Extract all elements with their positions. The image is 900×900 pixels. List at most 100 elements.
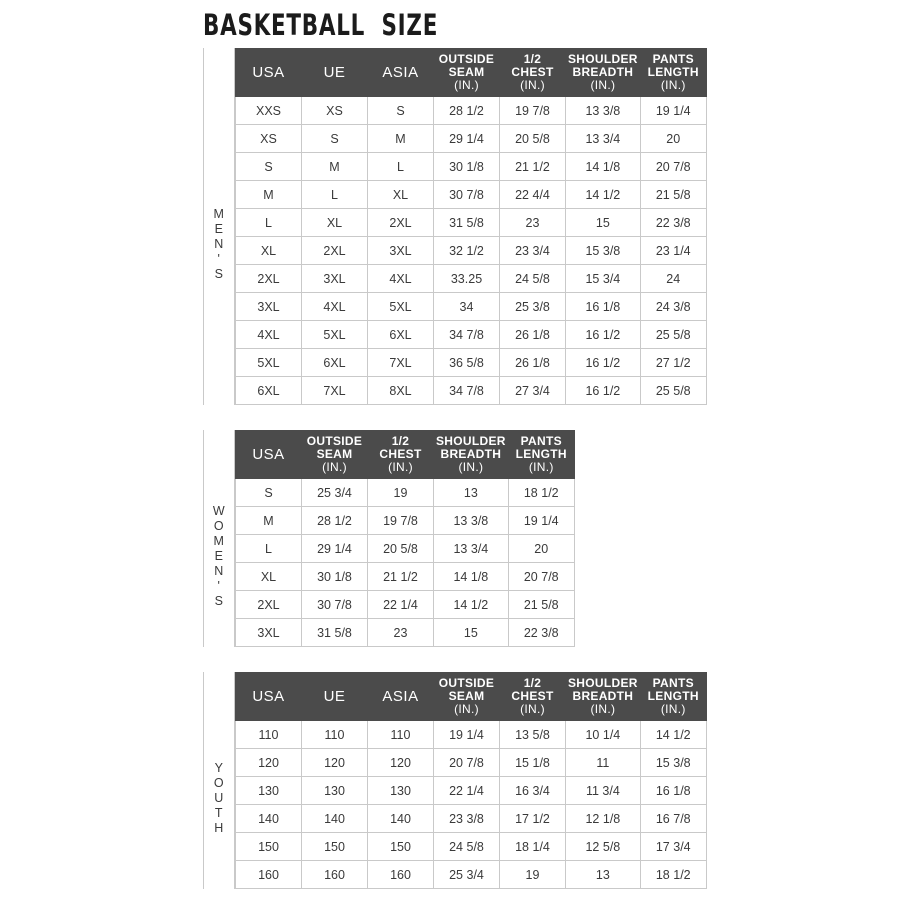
mens-measure-cell: 23 xyxy=(499,208,566,237)
mens-measure-cell: 5XL xyxy=(301,320,368,349)
mens-measure-cell: 34 7/8 xyxy=(433,376,500,405)
mens-measure-cell: 6XL xyxy=(367,320,434,349)
mens-measure-cell: 16 1/2 xyxy=(565,320,641,349)
mens-measure-cell: XL xyxy=(301,208,368,237)
youth-measure-cell: 160 xyxy=(367,860,434,889)
mens-label-letters: M E N ' S xyxy=(214,207,225,282)
womens-col-header-unit: (IN.) xyxy=(528,460,554,474)
mens-col-header: UE xyxy=(301,48,368,97)
mens-table-body: XXS XS S 28 1/2 19 7/8 13 3/8 19 1/4 XS S M 29 1/4… xyxy=(235,96,707,405)
womens-measure-cell: 20 xyxy=(507,534,575,563)
table-row: 160 160 160 25 3/4 19 13 18 1/2 xyxy=(235,860,707,889)
table-row: XL 30 1/8 21 1/2 14 1/8 20 7/8 xyxy=(235,562,575,591)
womens-size-cell: 2XL xyxy=(235,590,302,619)
womens-col-header-unit: (IN.) xyxy=(458,460,484,474)
mens-col-header: SHOULDER BREADTH (IN.) xyxy=(565,48,641,97)
table-row: L XL 2XL 31 5/8 23 15 22 3/8 xyxy=(235,208,707,237)
youth-measure-cell: 25 3/4 xyxy=(433,860,500,889)
youth-measure-cell: 11 3/4 xyxy=(565,776,641,805)
mens-col-header: OUTSIDE SEAM (IN.) xyxy=(433,48,500,97)
youth-col-header: SHOULDER BREADTH (IN.) xyxy=(565,672,641,721)
youth-measure-cell: 140 xyxy=(301,804,368,833)
youth-col-header: OUTSIDE SEAM (IN.) xyxy=(433,672,500,721)
mens-size-cell: XS xyxy=(235,124,302,153)
womens-col-header: PANTS LENGTH (IN.) xyxy=(507,430,575,479)
womens-size-table-block: W O M E N ' S USA OUTSIDE SEAM (IN.) 1/2 CHEST (IN… xyxy=(203,430,575,647)
womens-measure-cell: 23 xyxy=(367,618,434,647)
mens-section-label: M E N ' S xyxy=(203,48,235,405)
mens-measure-cell: L xyxy=(367,152,434,181)
mens-measure-cell: 23 3/4 xyxy=(499,236,566,265)
womens-label-letters: W O M E N ' S xyxy=(213,504,225,609)
mens-measure-cell: XL xyxy=(367,180,434,209)
youth-measure-cell: 160 xyxy=(301,860,368,889)
mens-measure-cell: 7XL xyxy=(367,348,434,377)
youth-measure-cell: 17 1/2 xyxy=(499,804,566,833)
mens-measure-cell: 22 3/8 xyxy=(639,208,707,237)
youth-measure-cell: 14 1/2 xyxy=(639,720,707,749)
womens-measure-cell: 13 3/8 xyxy=(433,506,509,535)
mens-col-header-label: PANTS LENGTH xyxy=(647,52,699,79)
mens-measure-cell: M xyxy=(367,124,434,153)
womens-label-char: N xyxy=(214,564,224,578)
womens-measure-cell: 21 1/2 xyxy=(367,562,434,591)
womens-col-header-unit: (IN.) xyxy=(322,460,347,474)
table-row: 2XL 30 7/8 22 1/4 14 1/2 21 5/8 xyxy=(235,590,575,619)
mens-measure-cell: 4XL xyxy=(367,264,434,293)
mens-size-cell: XXS xyxy=(235,96,302,125)
mens-col-header-label: UE xyxy=(323,64,346,81)
table-row: S M L 30 1/8 21 1/2 14 1/8 20 7/8 xyxy=(235,152,707,181)
mens-label-char: ' xyxy=(217,252,221,266)
mens-measure-cell: 2XL xyxy=(301,236,368,265)
youth-measure-cell: 140 xyxy=(367,804,434,833)
youth-measure-cell: 22 1/4 xyxy=(433,776,500,805)
youth-measure-cell: 23 3/8 xyxy=(433,804,500,833)
womens-measure-cell: 21 5/8 xyxy=(507,590,575,619)
mens-measure-cell: 25 3/8 xyxy=(499,292,566,321)
womens-section-label: W O M E N ' S xyxy=(203,430,235,647)
womens-measure-cell: 22 3/8 xyxy=(507,618,575,647)
mens-measure-cell: 34 xyxy=(433,292,500,321)
womens-measure-cell: 30 7/8 xyxy=(301,590,368,619)
table-row: 110 110 110 19 1/4 13 5/8 10 1/4 14 1/2 xyxy=(235,720,707,749)
mens-measure-cell: 25 5/8 xyxy=(639,320,707,349)
mens-label-char: N xyxy=(214,237,224,251)
table-row: 2XL 3XL 4XL 33.25 24 5/8 15 3/4 24 xyxy=(235,264,707,293)
mens-size-cell: 6XL xyxy=(235,376,302,405)
mens-col-header-label: SHOULDER BREADTH xyxy=(568,52,638,79)
womens-measure-cell: 15 xyxy=(433,618,509,647)
womens-measure-cell: 28 1/2 xyxy=(301,506,368,535)
mens-measure-cell: 3XL xyxy=(367,236,434,265)
womens-measure-cell: 14 1/8 xyxy=(433,562,509,591)
youth-size-cell: 150 xyxy=(235,832,302,861)
table-row: 140 140 140 23 3/8 17 1/2 12 1/8 16 7/8 xyxy=(235,804,707,833)
mens-measure-cell: 25 5/8 xyxy=(639,376,707,405)
youth-col-header: PANTS LENGTH (IN.) xyxy=(639,672,707,721)
mens-measure-cell: 16 1/8 xyxy=(565,292,641,321)
mens-table-head: USA UE ASIA OUTSIDE SEAM (IN.) 1/2 CHEST (IN.)… xyxy=(235,48,707,97)
mens-measure-cell: 21 1/2 xyxy=(499,152,566,181)
womens-measure-cell: 30 1/8 xyxy=(301,562,368,591)
mens-measure-cell: 4XL xyxy=(301,292,368,321)
youth-label-char: U xyxy=(214,791,224,805)
mens-measure-cell: 14 1/2 xyxy=(565,180,641,209)
table-row: 6XL 7XL 8XL 34 7/8 27 3/4 16 1/2 25 5/8 xyxy=(235,376,707,405)
youth-measure-cell: 16 3/4 xyxy=(499,776,566,805)
womens-size-cell: M xyxy=(235,506,302,535)
table-row: XL 2XL 3XL 32 1/2 23 3/4 15 3/8 23 1/4 xyxy=(235,236,707,265)
youth-measure-cell: 11 xyxy=(565,748,641,777)
mens-label-char: M xyxy=(213,207,225,221)
mens-measure-cell: 36 5/8 xyxy=(433,348,500,377)
mens-size-cell: 3XL xyxy=(235,292,302,321)
mens-measure-cell: M xyxy=(301,152,368,181)
youth-measure-cell: 110 xyxy=(301,720,368,749)
youth-measure-cell: 16 1/8 xyxy=(639,776,707,805)
mens-measure-cell: 29 1/4 xyxy=(433,124,500,153)
womens-measure-cell: 14 1/2 xyxy=(433,590,509,619)
mens-header-row: USA UE ASIA OUTSIDE SEAM (IN.) 1/2 CHEST (IN.)… xyxy=(235,48,707,97)
mens-size-cell: M xyxy=(235,180,302,209)
womens-measure-cell: 19 xyxy=(367,478,434,507)
youth-measure-cell: 13 5/8 xyxy=(499,720,566,749)
mens-size-cell: 4XL xyxy=(235,320,302,349)
